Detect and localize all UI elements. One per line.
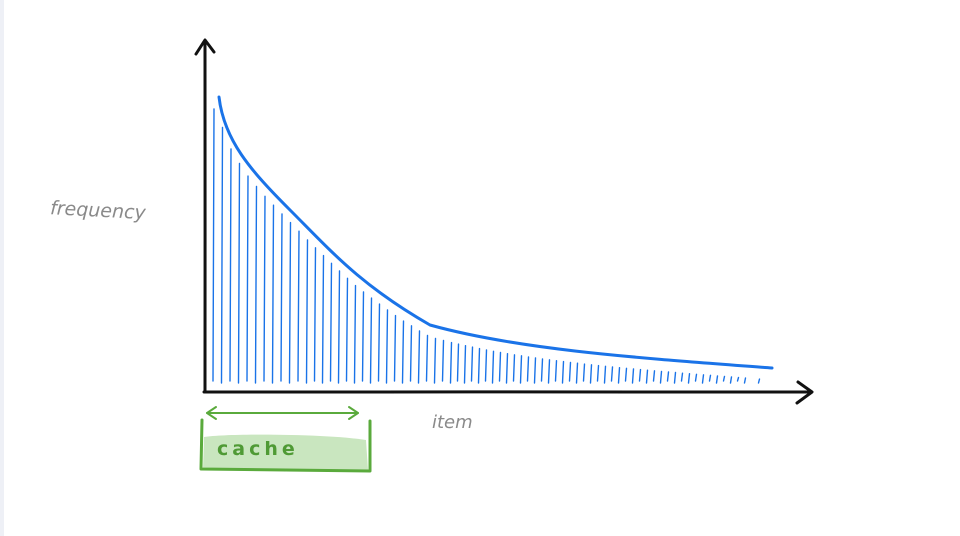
cache-box-border [199,418,372,473]
hatch-line [297,230,300,382]
hatch-line [540,358,544,382]
hatch-line [617,367,621,384]
hatch-line [673,371,677,384]
hatch-line [401,320,405,384]
hatch-line [456,343,460,382]
hatch-line [701,374,705,384]
hatch-line [561,360,565,384]
hatch-line [575,362,579,384]
hatch-line [271,204,275,384]
hatch-line [519,355,523,384]
hatch-line [603,365,607,384]
hatch-line [449,341,453,384]
cache-arrow-left-head [206,406,217,420]
canvas-left-edge [0,0,4,536]
hatch-line [589,364,593,384]
hatch-line [337,270,341,384]
hatch-line [477,347,481,384]
hatch-line [417,330,421,384]
cache-box-fill [203,434,368,470]
y-axis-arrowhead [194,38,216,56]
hatch-line [736,376,740,382]
hatch-line [694,373,698,382]
hatch-line [305,239,309,384]
hatch-line [288,221,292,384]
hatch-line [652,370,656,382]
hatch-line [313,247,317,382]
hatch-line [441,339,445,382]
hatch-line [645,369,649,384]
hatch-line [254,185,258,384]
hatch-line [638,368,642,382]
hatch-line [212,108,215,382]
hatch-line [409,325,413,382]
hatch-line [554,360,558,382]
hatch-line [263,195,266,382]
hatch-line [329,262,333,382]
hatch-line [498,351,502,382]
hatch-line [666,371,670,382]
hatch-line [624,367,628,382]
x-axis [202,390,812,394]
hatch-line [393,314,397,382]
cache-arrow-right-head [348,406,359,420]
hatch-line [596,364,600,382]
area-hatch-lines [212,108,761,384]
hatch-line [237,162,241,384]
hatch-line [377,303,381,382]
hatch-line [659,370,663,384]
x-axis-label: item [432,412,473,433]
hatch-line [220,126,224,384]
hatch-line [280,213,283,382]
hatch-line [687,373,691,384]
x-axis-arrowhead [795,380,814,405]
hatch-line [533,357,537,384]
hatch-line [610,366,614,382]
hatch-line [463,345,467,384]
hatch-line [345,277,349,382]
hatch-line [722,375,726,382]
hatch-line [369,297,373,384]
hatch-line [425,334,429,382]
cache-label: cache [217,438,299,460]
hatch-line [743,377,747,384]
hatch-line [680,372,684,382]
hatch-line [526,356,530,382]
frequency-curve [217,95,774,370]
hatch-line [568,361,572,382]
hatch-line [229,148,232,382]
hatch-line [505,353,509,384]
hatch-line [321,254,325,384]
hatch-line [715,375,719,384]
hatch-line [353,284,357,384]
y-axis-label: frequency [50,197,147,224]
hatch-line [491,350,495,384]
hatch-line [470,346,474,382]
hatch-line [708,374,712,382]
hatch-line [729,376,733,384]
hatch-line [433,337,437,384]
hatch-line [385,309,389,384]
hatch-line [582,363,586,382]
hatch-line [547,359,551,384]
hatch-line [361,291,365,382]
y-axis [203,40,207,394]
hatch-line [512,354,516,382]
hatch-line [484,349,488,382]
hatch-line [631,368,635,384]
hatch-line [757,378,761,384]
hatch-line [246,175,249,382]
